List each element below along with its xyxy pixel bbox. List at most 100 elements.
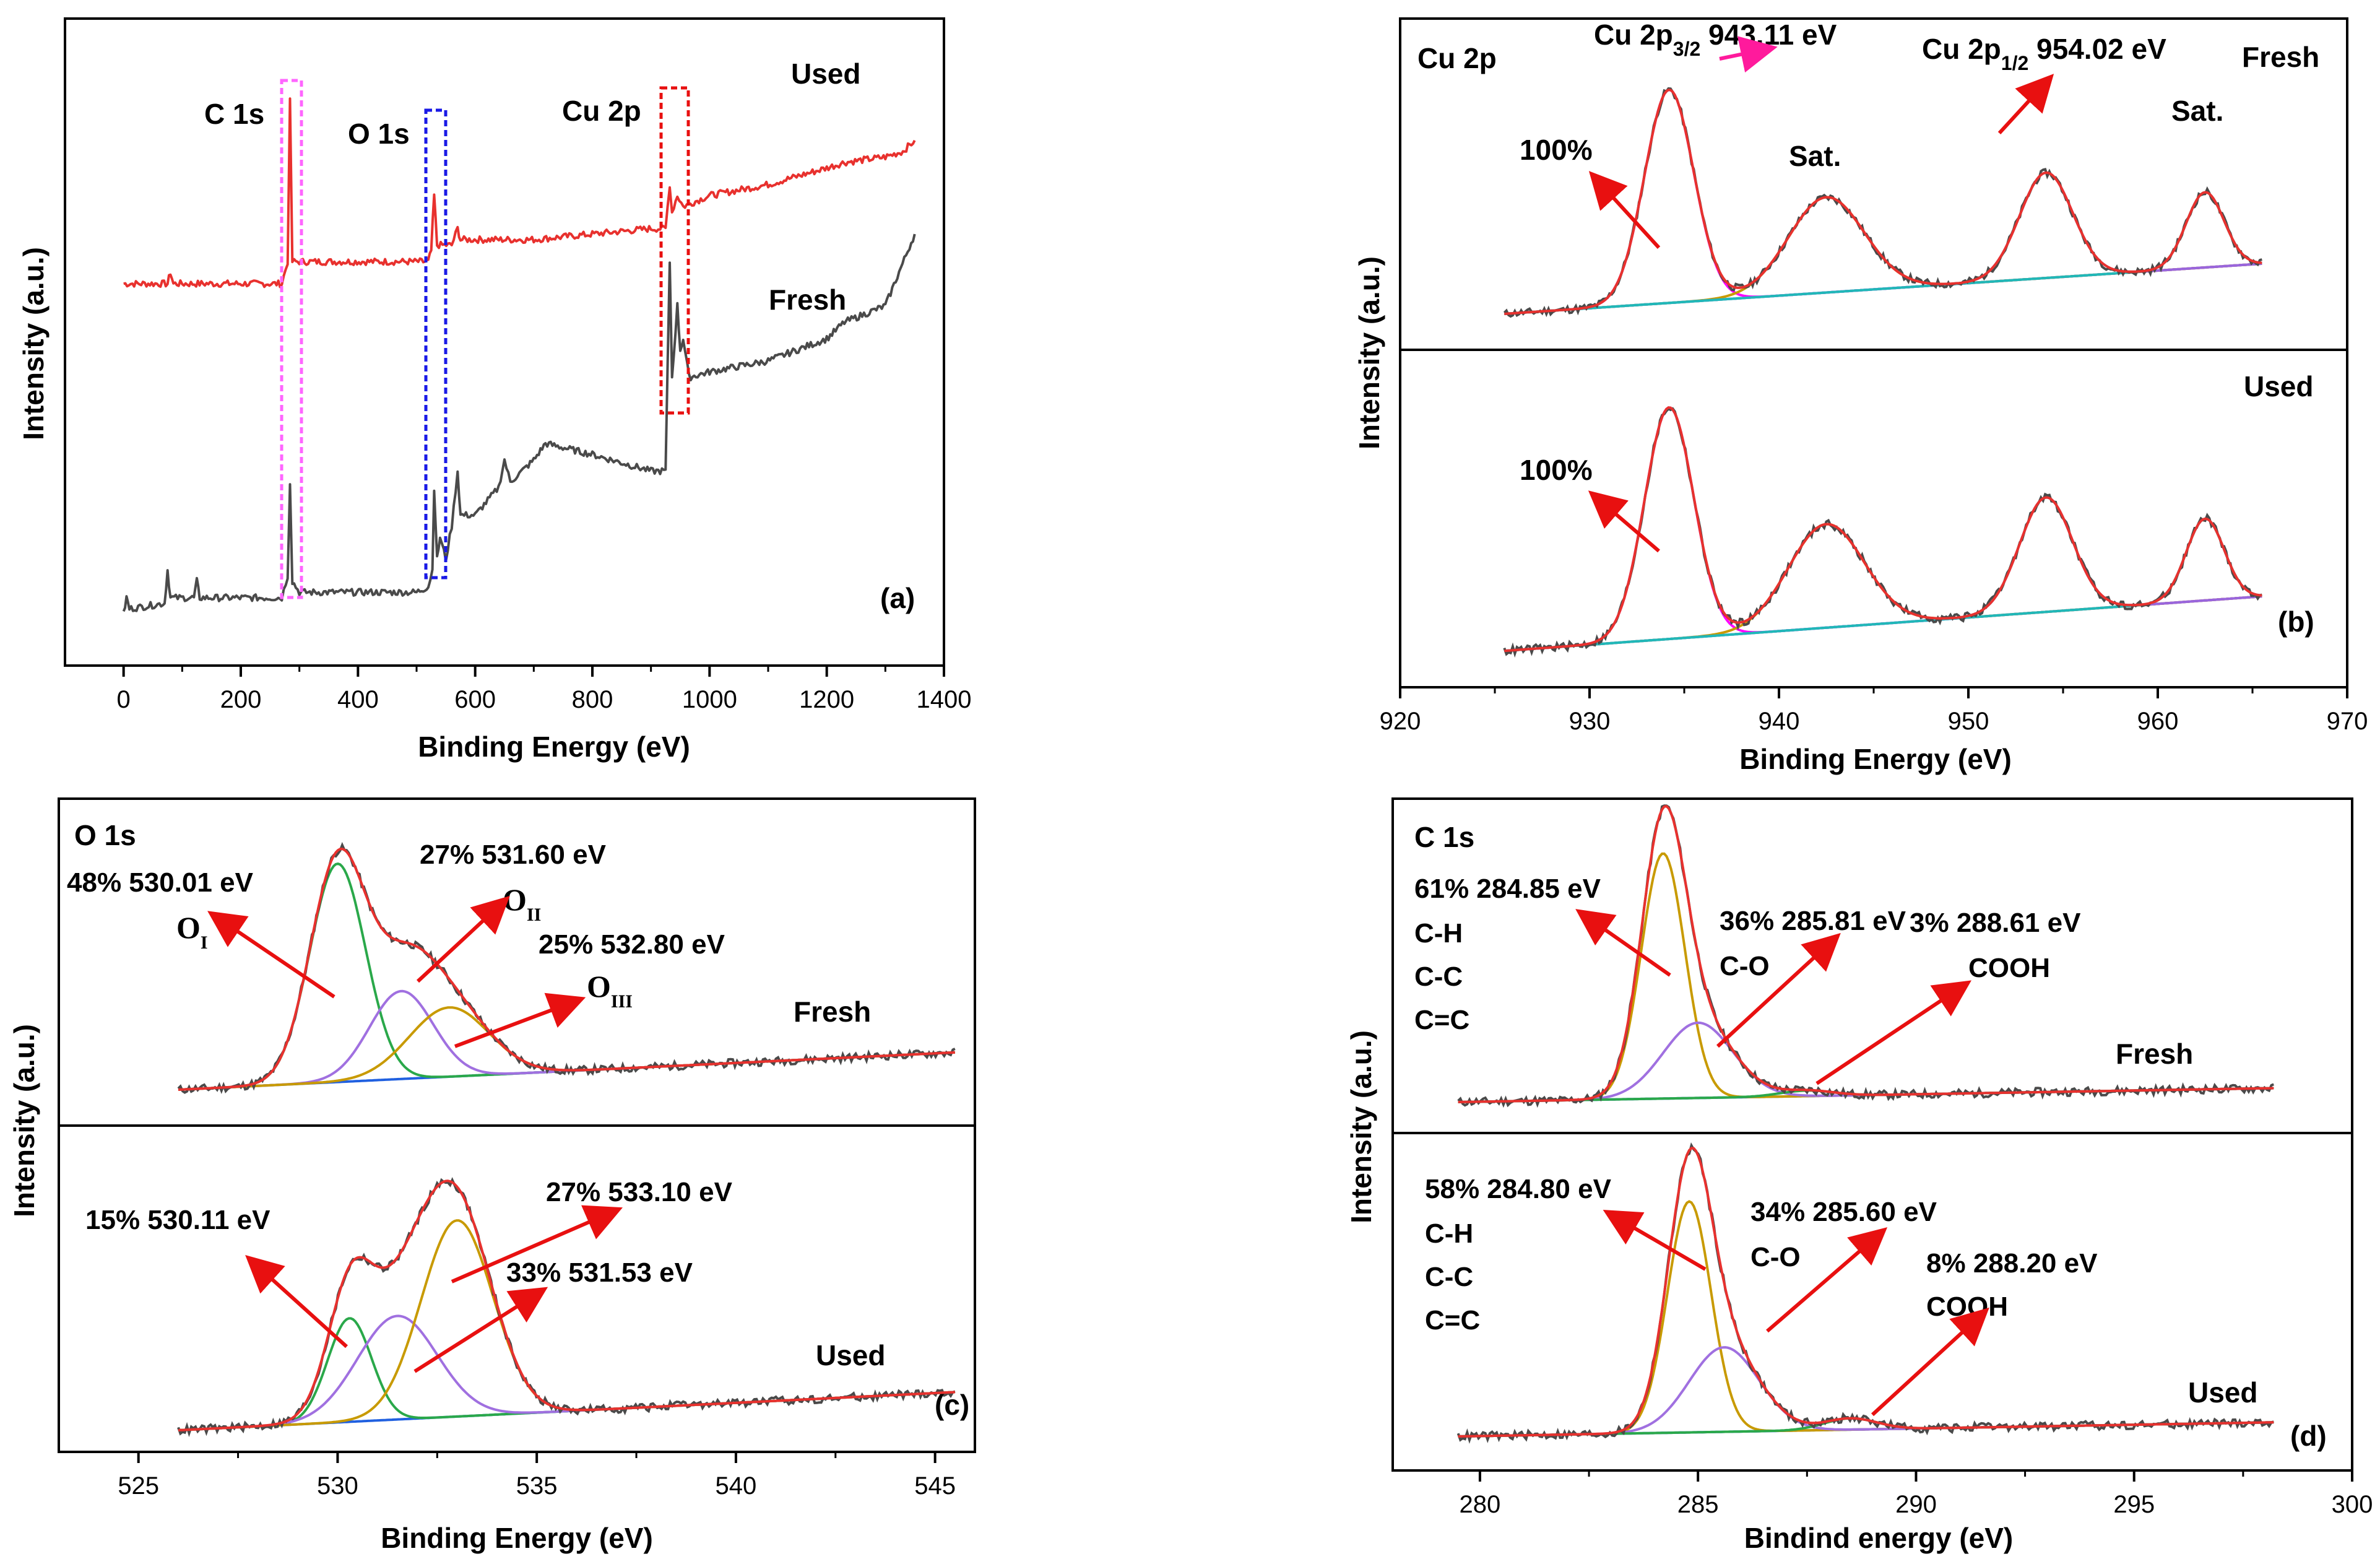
c-arrow-u1: [245, 1254, 348, 1348]
series-used-line: [123, 97, 916, 289]
x-tick-label: 1000: [682, 686, 737, 713]
d-used-ann-3: 8% 288.20 eV: [1926, 1248, 2098, 1279]
series-fresh-line: [122, 233, 916, 612]
c-used-ann-2: 27% 533.10 eV: [546, 1177, 733, 1207]
panel-d-label: (d): [2290, 1420, 2327, 1452]
b-used-label: Used: [2244, 370, 2313, 402]
x-tick-label: 545: [914, 1472, 956, 1500]
sat-label-1: Sat.: [1789, 140, 1841, 172]
d-fresh-label: Fresh: [2116, 1038, 2193, 1070]
cu2p-title: Cu 2p: [1417, 42, 1497, 74]
c-used-label: Used: [816, 1339, 885, 1371]
envelope-line: [1504, 89, 2262, 315]
c-arrow-u3: [413, 1287, 548, 1373]
envelope-line: [1504, 406, 2262, 653]
c-arrow-u2: [451, 1205, 623, 1283]
panel-a-ylabel: Intensity (a.u.): [17, 247, 50, 440]
panel-c-label: (c): [935, 1389, 969, 1421]
oiii-sub: III: [611, 991, 633, 1012]
envelope-line: [178, 1179, 955, 1431]
d-arrow-f1: [1575, 909, 1671, 977]
x-tick-label: 940: [1759, 708, 1800, 735]
cu2p12-sub: 1/2: [2001, 52, 2028, 74]
component-peak-line: [1504, 171, 2262, 315]
d-used-ch: C-H: [1425, 1218, 1473, 1249]
panel-a-label: (a): [880, 582, 915, 614]
cu2p12-value: 954.02 eV: [2028, 33, 2166, 65]
cu2p32-value: 943.11 eV: [1700, 19, 1837, 51]
d-arrow-f2: [1716, 932, 1841, 1048]
d-used-co: C-O: [1750, 1242, 1801, 1272]
c-used-ann-3: 33% 531.53 eV: [506, 1257, 693, 1288]
panel-b-x-ticks: 920 930 940 950 960 970: [1380, 687, 2368, 735]
pct-arrow-fresh: [1588, 171, 1661, 250]
d-fresh-ann-2: 36% 285.81 eV: [1720, 906, 1906, 936]
d-used-ann-1: 58% 284.80 eV: [1425, 1174, 1612, 1204]
panel-a-frame: [64, 17, 945, 667]
oi-o: O: [176, 910, 201, 945]
x-tick-label: 400: [337, 686, 379, 713]
cu2p32-arrow: [1719, 36, 1778, 73]
d-fresh-cc: C-C: [1414, 962, 1463, 992]
panel-b-label: (b): [2278, 606, 2314, 638]
d-used-cc: C-C: [1425, 1262, 1473, 1292]
b-fresh-label: Fresh: [2242, 41, 2319, 73]
x-tick-label: 950: [1948, 708, 1989, 735]
component-peak-line: [1504, 496, 2262, 653]
cu2p32-label: Cu 2p3/2 943.11 eV: [1594, 19, 1837, 60]
component-peak-line: [1458, 1200, 2274, 1438]
d-arrow-f3: [1815, 980, 1971, 1085]
c-fresh-ann-3: 25% 532.80 eV: [539, 929, 725, 960]
panel-a: 0 200 400 600 800 1000 1200 1400 C 1s O 1s Cu 2…: [17, 17, 971, 763]
cu2p-box: [659, 86, 690, 415]
component-peak-line: [1458, 1346, 2274, 1438]
panel-b-plot: [1503, 87, 2262, 658]
x-tick-label: 295: [2113, 1491, 2155, 1518]
c-fresh-ann-1: 48% 530.01 eV: [67, 867, 254, 898]
x-tick-label: 300: [2332, 1491, 2373, 1518]
x-tick-label: 920: [1380, 708, 1421, 735]
panel-d-x-ticks: 280 285 290 295 300: [1460, 1470, 2373, 1518]
d-arrow-u3: [1871, 1307, 1989, 1417]
oii-label: OII: [503, 882, 541, 925]
d-fresh-ann-3: 3% 288.61 eV: [1910, 908, 2081, 938]
c-arrow-oiii: [454, 992, 586, 1048]
cu2p32-main: Cu 2p: [1594, 19, 1673, 51]
panel-a-xlabel: Binding Energy (eV): [418, 731, 690, 763]
envelope-line: [1458, 1147, 2274, 1438]
x-tick-label: 1200: [799, 686, 854, 713]
c-arrow-oii: [416, 895, 510, 983]
x-tick-label: 285: [1677, 1491, 1719, 1518]
o1s-title: O 1s: [74, 819, 136, 851]
oii-sub: II: [527, 905, 541, 925]
x-tick-label: 530: [317, 1472, 358, 1500]
x-tick-label: 970: [2327, 708, 2368, 735]
panel-d-frame: [1391, 797, 2353, 1472]
panel-c-x-ticks: 525 530 535 540 545: [118, 1452, 956, 1500]
envelope-line: [178, 848, 955, 1091]
pct-label-fresh: 100%: [1520, 134, 1593, 166]
x-tick-label: 600: [454, 686, 496, 713]
d-fresh-ann-1: 61% 284.85 eV: [1414, 874, 1601, 904]
panel-b-ylabel: Intensity (a.u.): [1353, 256, 1385, 449]
panel-d-ylabel: Intensity (a.u.): [1345, 1030, 1377, 1223]
x-tick-label: 280: [1460, 1491, 1501, 1518]
x-tick-label: 540: [716, 1472, 757, 1500]
panel-c-ylabel: Intensity (a.u.): [8, 1024, 40, 1217]
oi-label: OI: [176, 910, 208, 953]
c1s-title: C 1s: [1414, 821, 1474, 853]
panel-b-xlabel: Binding Energy (eV): [1739, 743, 2012, 775]
component-peak-line: [178, 1314, 955, 1431]
d-used-ann-2: 34% 285.60 eV: [1750, 1197, 1937, 1227]
d-fresh-cdc: C=C: [1414, 1005, 1469, 1035]
oiii-label: OIII: [587, 969, 633, 1012]
x-tick-label: 290: [1895, 1491, 1937, 1518]
cu2p12-label: Cu 2p1/2 954.02 eV: [1922, 33, 2166, 74]
d-fresh-cooh: COOH: [1968, 953, 2050, 983]
o1s-box: [424, 108, 448, 580]
x-tick-label: 535: [516, 1472, 558, 1500]
d-used-label: Used: [2188, 1376, 2257, 1409]
cu2p12-main: Cu 2p: [1922, 33, 2001, 65]
panel-d: 280 285 290 295 300 C 1s 61% 284.85 eV C-H C…: [1345, 797, 2373, 1554]
